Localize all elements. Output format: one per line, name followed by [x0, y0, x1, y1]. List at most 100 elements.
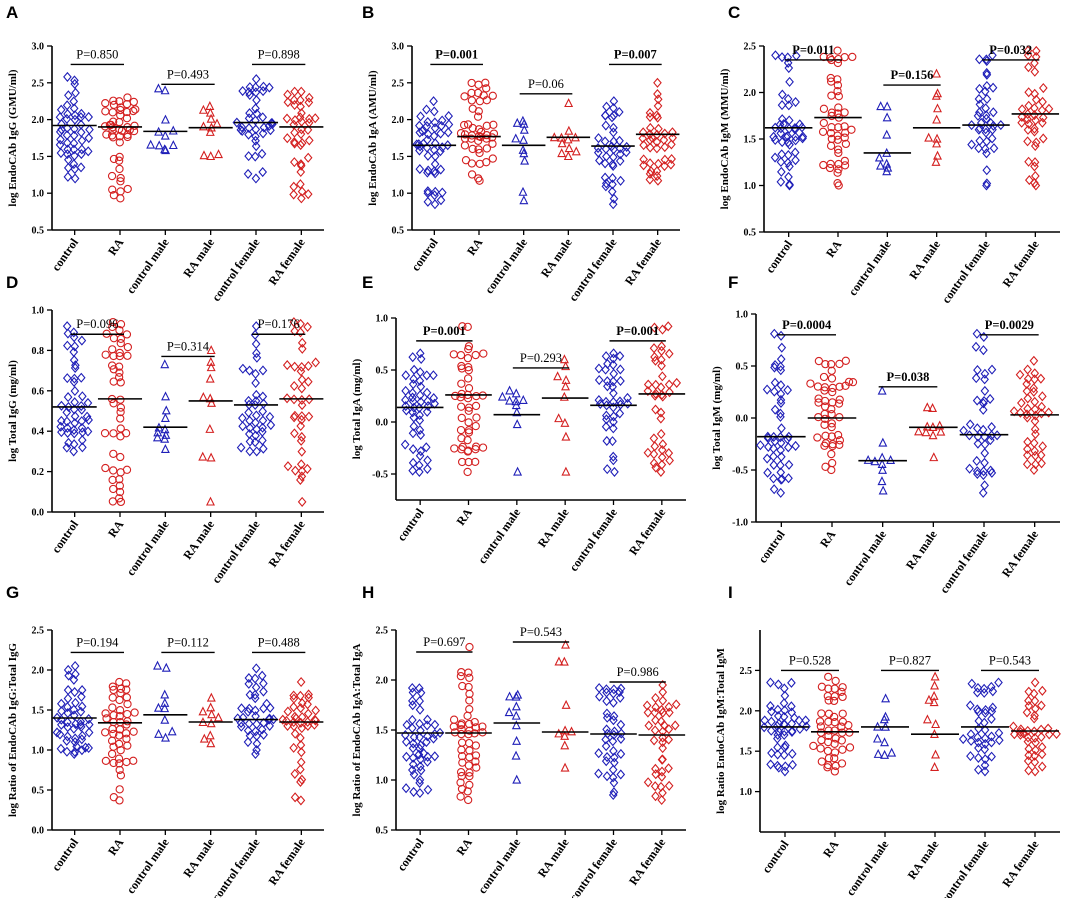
data-point: [69, 144, 79, 155]
data-point: [616, 683, 626, 694]
data-point: [1036, 724, 1046, 735]
data-point: [488, 133, 497, 142]
data-point: [971, 373, 981, 384]
y-tick-label: 2.0: [740, 706, 753, 717]
data-point: [160, 424, 170, 434]
data-point: [777, 423, 786, 434]
data-point: [57, 706, 66, 717]
data-point: [282, 360, 292, 371]
data-point: [593, 147, 603, 158]
data-point: [650, 351, 659, 363]
data-point: [109, 191, 119, 200]
data-point: [602, 752, 612, 763]
data-point: [981, 110, 991, 121]
data-point: [251, 377, 260, 389]
data-point: [408, 765, 417, 776]
data-point: [488, 91, 497, 100]
data-point: [109, 429, 118, 438]
data-point: [259, 717, 268, 728]
data-point: [64, 670, 73, 681]
data-point: [609, 110, 619, 121]
data-point: [666, 159, 676, 170]
data-point: [472, 413, 481, 422]
data-point: [770, 152, 780, 163]
data-point: [115, 348, 124, 358]
data-point: [878, 464, 888, 474]
data-point: [1024, 156, 1033, 167]
data-point: [505, 385, 515, 395]
data-point: [658, 439, 668, 450]
data-point: [774, 762, 784, 773]
data-point: [423, 134, 432, 145]
data-point: [238, 363, 248, 374]
data-point: [776, 330, 786, 341]
data-point: [788, 759, 797, 770]
data-point: [1023, 725, 1033, 736]
data-point: [966, 751, 975, 762]
data-point: [460, 130, 470, 139]
data-point: [974, 764, 983, 775]
data-point: [656, 354, 666, 365]
data-point: [817, 735, 826, 745]
p-value-label: P=0.001: [435, 47, 478, 61]
y-tick-label: 0.5: [392, 226, 405, 237]
data-point: [817, 757, 827, 766]
data-point: [449, 350, 458, 359]
data-point: [646, 166, 656, 177]
p-value-label: P=0.293: [520, 351, 562, 365]
data-point: [823, 746, 833, 756]
data-point: [841, 356, 850, 365]
data-point: [109, 154, 119, 164]
data-point: [457, 361, 466, 371]
data-point: [1017, 397, 1026, 409]
data-point: [1030, 695, 1040, 706]
data-point: [802, 721, 811, 732]
data-point: [100, 429, 110, 438]
data-point: [429, 393, 439, 404]
data-point: [77, 416, 87, 427]
data-point: [251, 389, 261, 400]
data-point: [601, 741, 611, 752]
data-point: [760, 715, 770, 726]
data-point: [840, 53, 849, 62]
data-point: [153, 702, 163, 712]
data-point: [251, 368, 260, 379]
data-point: [259, 686, 268, 697]
data-point: [874, 152, 884, 162]
data-point: [649, 458, 659, 469]
data-point: [430, 151, 440, 162]
data-point: [973, 110, 983, 121]
data-point: [608, 423, 618, 434]
data-point: [71, 87, 80, 98]
data-point: [63, 717, 72, 728]
data-point: [1038, 112, 1048, 123]
data-point: [973, 365, 982, 376]
p-value-label: P=0.032: [989, 43, 1032, 57]
data-point: [70, 341, 80, 352]
data-point: [769, 431, 779, 443]
data-point: [457, 434, 466, 443]
data-point: [783, 157, 793, 168]
data-point: [980, 448, 990, 459]
data-point: [1037, 742, 1047, 753]
data-point: [831, 734, 840, 743]
y-tick-label: 2.5: [32, 78, 45, 89]
data-point: [429, 106, 439, 117]
data-point: [602, 684, 611, 695]
data-point: [258, 415, 268, 426]
data-point: [297, 446, 307, 457]
data-point: [668, 132, 677, 143]
data-point: [779, 749, 789, 761]
p-value-label: P=0.314: [167, 339, 210, 353]
data-point: [435, 727, 445, 738]
data-point: [616, 728, 626, 739]
data-point: [430, 751, 440, 762]
data-point: [608, 376, 618, 387]
data-point: [824, 672, 833, 682]
data-point: [771, 50, 780, 61]
data-point: [153, 83, 163, 93]
data-point: [882, 112, 892, 122]
data-point: [237, 122, 247, 133]
panel-letter: A: [6, 3, 18, 22]
